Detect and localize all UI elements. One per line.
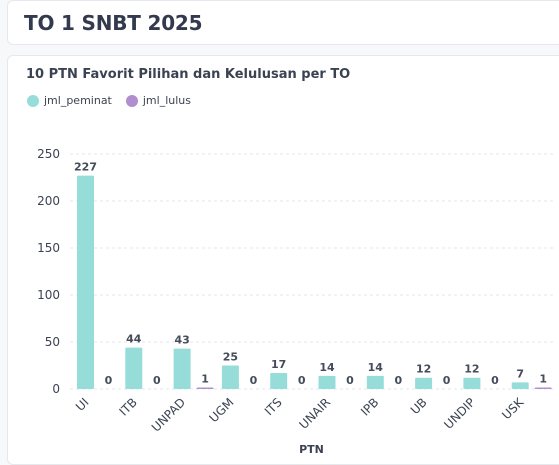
bar-chart: 0501001502002502270UI440ITB431UNPAD250UG… (37, 147, 553, 456)
legend-item-lulus[interactable]: jml_lulus (125, 94, 191, 107)
bar-jml_peminat (77, 175, 94, 389)
legend-swatch-lulus (125, 94, 138, 107)
data-label-jml_lulus: 0 (443, 374, 451, 387)
data-label-jml_lulus: 0 (298, 374, 306, 387)
page-title: TO 1 SNBT 2025 (24, 11, 203, 35)
y-tick-label: 150 (37, 241, 60, 255)
bar-jml_peminat (463, 377, 481, 389)
data-label-jml_lulus: 0 (153, 374, 161, 387)
bar-jml_peminat (318, 375, 336, 389)
data-label-jml_lulus: 1 (539, 373, 547, 386)
bar-jml_peminat (366, 375, 384, 389)
y-tick-label: 100 (37, 288, 60, 302)
data-label-jml_lulus: 1 (201, 373, 209, 386)
x-tick-label: UGM (207, 395, 237, 425)
y-tick-label: 0 (52, 382, 60, 396)
bar-jml_peminat (415, 377, 433, 389)
data-label-jml_peminat: 227 (74, 161, 97, 174)
data-label-jml_lulus: 0 (250, 374, 258, 387)
data-label-jml_peminat: 7 (516, 367, 524, 380)
x-tick-label: IPB (358, 395, 381, 418)
data-label-jml_peminat: 17 (271, 358, 286, 371)
legend-label-peminat: jml_peminat (44, 94, 112, 107)
legend-swatch-peminat (27, 94, 39, 107)
data-label-jml_lulus: 0 (346, 374, 354, 387)
chart-legend: jml_peminat jml_lulus (27, 94, 191, 107)
bar-jml_peminat (221, 365, 239, 389)
x-tick-label: UI (73, 395, 92, 414)
bar-jml_lulus (534, 387, 552, 389)
data-label-jml_peminat: 14 (319, 361, 335, 374)
chart-card: 10 PTN Favorit Pilihan dan Kelulusan per… (7, 55, 559, 465)
bar-jml_lulus (196, 387, 214, 389)
bar-jml_peminat (125, 347, 143, 389)
data-label-jml_peminat: 44 (126, 333, 142, 346)
data-label-jml_lulus: 0 (491, 374, 499, 387)
x-tick-label: ITS (262, 395, 285, 418)
data-label-jml_peminat: 25 (223, 351, 238, 364)
legend-item-peminat[interactable]: jml_peminat (27, 94, 112, 107)
data-label-jml_lulus: 0 (105, 374, 113, 387)
x-tick-label: ITB (117, 395, 140, 418)
y-tick-label: 250 (37, 147, 60, 161)
x-tick-label: UB (408, 395, 430, 417)
data-label-jml_peminat: 14 (368, 361, 384, 374)
x-tick-label: UNAIR (296, 395, 333, 432)
x-tick-label: UNDIP (441, 395, 478, 432)
y-tick-label: 50 (45, 335, 60, 349)
bar-jml_peminat (511, 382, 529, 389)
legend-label-lulus: jml_lulus (142, 94, 191, 107)
header-card: TO 1 SNBT 2025 (7, 0, 559, 45)
x-tick-label: UNPAD (149, 395, 188, 434)
data-label-jml_peminat: 12 (416, 363, 431, 376)
chart-title: 10 PTN Favorit Pilihan dan Kelulusan per… (26, 67, 351, 82)
x-axis-title: PTN (299, 443, 324, 456)
x-tick-label: USK (499, 394, 527, 422)
bar-jml_peminat (173, 348, 191, 389)
data-label-jml_peminat: 43 (174, 334, 189, 347)
data-label-jml_peminat: 12 (464, 363, 479, 376)
bar-jml_peminat (270, 373, 288, 389)
y-tick-label: 200 (37, 194, 60, 208)
data-label-jml_lulus: 0 (394, 374, 402, 387)
